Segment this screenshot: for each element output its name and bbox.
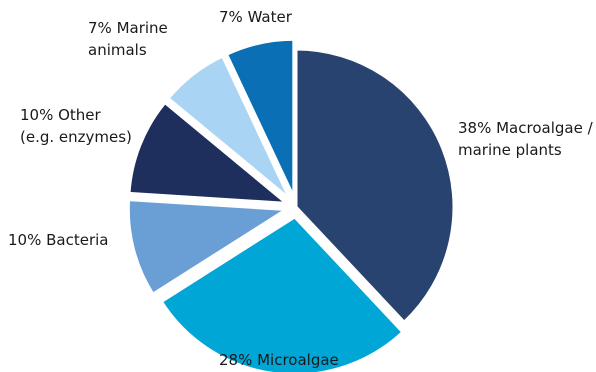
pie-slice-microalgae <box>159 214 406 372</box>
label-water: 7% Water <box>219 6 292 28</box>
label-marine-animals: 7% Marine animals <box>88 17 168 61</box>
label-other-line-2: (e.g. enzymes) <box>20 128 132 146</box>
label-macroalgae-line-2: marine plants <box>458 141 562 159</box>
label-water-line-1: 7% Water <box>219 8 292 26</box>
label-macroalgae: 38% Macroalgae / marine plants <box>458 117 593 161</box>
label-bacteria-line-1: 10% Bacteria <box>8 231 109 249</box>
pie-slice-macroalgae <box>294 47 456 325</box>
pie-slice-marine-animals <box>166 54 292 201</box>
label-marine-animals-line-2: animals <box>88 41 147 59</box>
pie-slice-bacteria <box>126 197 292 297</box>
label-marine-animals-line-1: 7% Marine <box>88 19 168 37</box>
label-macroalgae-line-1: 38% Macroalgae / <box>458 119 593 137</box>
label-microalgae-line-1: 28% Microalgae <box>219 351 339 369</box>
label-microalgae: 28% Microalgae <box>219 349 339 371</box>
pie-slice-other <box>127 100 292 206</box>
pie-slice-water <box>224 37 296 198</box>
label-other-line-1: 10% Other <box>20 106 101 124</box>
label-other: 10% Other (e.g. enzymes) <box>20 104 132 148</box>
label-bacteria: 10% Bacteria <box>8 229 108 251</box>
